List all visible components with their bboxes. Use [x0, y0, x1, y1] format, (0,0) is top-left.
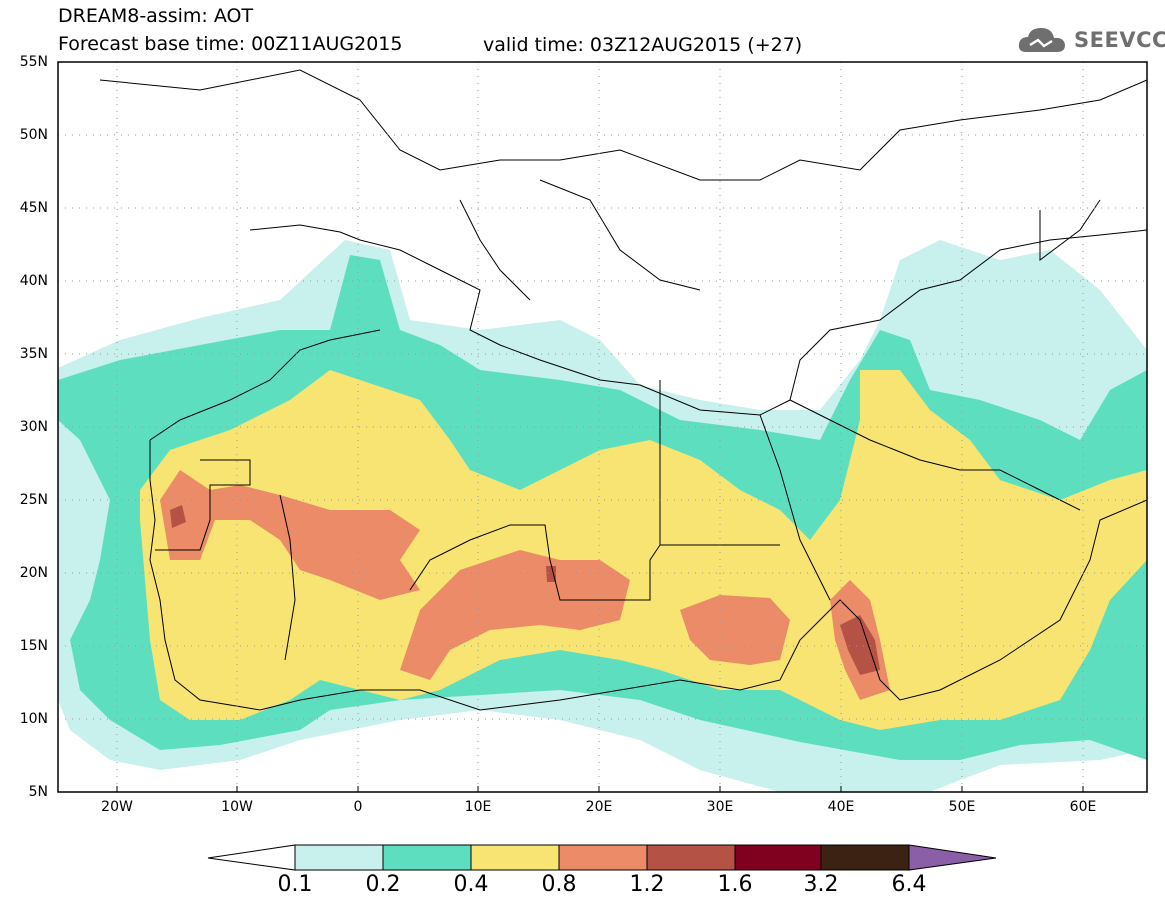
colorbar-label: 1.6	[717, 872, 753, 897]
lon-tick-label: 0	[353, 799, 363, 815]
lon-tick-label: 50E	[948, 799, 976, 815]
aot-band-0-8	[400, 550, 630, 680]
colorbar-label: 0.8	[541, 872, 577, 897]
colorbar-label: 0.4	[453, 872, 489, 897]
tick-marks	[116, 786, 1084, 792]
lon-tick-label: 40E	[827, 799, 855, 815]
aot-band-1-2	[170, 505, 186, 528]
colorbar-right-arrow	[908, 844, 997, 871]
country-borders	[99, 69, 1147, 711]
lat-tick-label: 15N	[19, 638, 48, 654]
lon-tick-label: 10E	[464, 799, 492, 815]
lat-tick-label: 30N	[19, 419, 48, 435]
colorbar-label: 3.2	[803, 872, 839, 897]
lon-tick-label: 20W	[101, 799, 133, 815]
map-frame	[57, 61, 1148, 793]
lat-tick-label: 40N	[19, 273, 48, 289]
lat-tick-label: 35N	[19, 346, 48, 362]
aot-band-0-8	[680, 595, 790, 665]
aot-field	[58, 62, 1147, 792]
logo-text: SEEVCCC	[1074, 28, 1165, 52]
aot-band-0-8	[160, 470, 420, 600]
valid-time: valid time: 03Z12AUG2015 (+27)	[483, 34, 803, 56]
forecast-base-time: Forecast base time: 00Z11AUG2015	[58, 33, 403, 55]
colorbar-box-3	[470, 844, 560, 871]
lon-tick-label: 10W	[221, 799, 253, 815]
lat-tick-label: 50N	[19, 127, 48, 143]
lon-tick-label: 20E	[585, 799, 613, 815]
colorbar-label: 1.2	[629, 872, 665, 897]
colorbar-box-5	[646, 844, 736, 871]
colorbar-box-6	[734, 844, 822, 871]
aot-band-0-4	[140, 370, 1147, 730]
colorbar-box-7	[820, 844, 910, 871]
grid-lines	[58, 62, 1147, 792]
aot-band-1-2	[840, 615, 880, 675]
cloud-icon	[1018, 28, 1065, 52]
colorbar-label: 6.4	[891, 872, 927, 897]
lat-tick-label: 55N	[19, 54, 48, 70]
map-title: DREAM8-assim: AOT	[58, 5, 254, 27]
aot-band-1-2	[546, 566, 556, 582]
colorbar-label: 0.2	[365, 872, 401, 897]
lon-tick-label: 30E	[706, 799, 734, 815]
lat-tick-label: 20N	[19, 565, 48, 581]
colorbar-box-2	[382, 844, 472, 871]
colorbar-box-4	[558, 844, 648, 871]
lat-tick-label: 45N	[19, 200, 48, 216]
seevccc-logo: SEEVCCC	[1016, 22, 1165, 58]
lat-tick-label: 10N	[19, 711, 48, 727]
lat-tick-label: 5N	[28, 784, 48, 800]
colorbar-label: 0.1	[277, 872, 313, 897]
colorbar-left-arrow	[207, 844, 296, 871]
lat-tick-label: 25N	[19, 492, 48, 508]
colorbar-box-1	[294, 844, 384, 871]
colorbar	[207, 844, 997, 871]
lon-tick-label: 60E	[1069, 799, 1097, 815]
